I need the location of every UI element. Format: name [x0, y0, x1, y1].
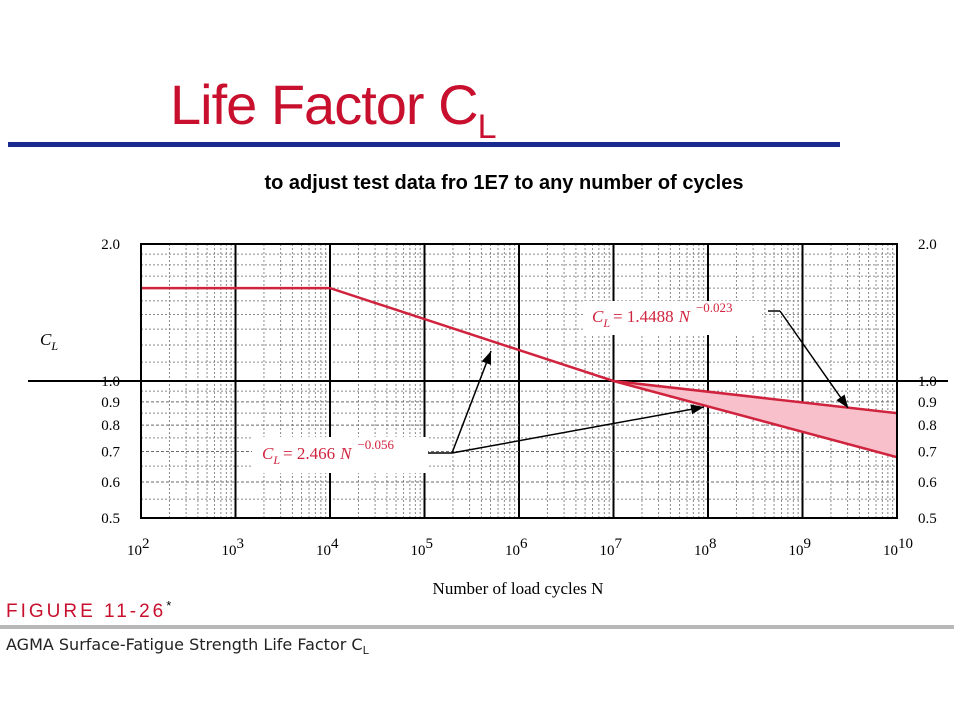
slide-subtitle: to adjust test data fro 1E7 to any numbe… — [264, 172, 744, 194]
x-tick-label: 103 — [222, 536, 245, 559]
x-tick-label: 104 — [316, 536, 339, 559]
y-tick-label: 0.5 — [918, 511, 937, 527]
figure-label-mark: * — [166, 598, 172, 613]
annotation-upper-box — [584, 301, 762, 335]
figure-label-text: FIGURE 11-26 — [6, 601, 167, 622]
slide-title-subscript: L — [477, 108, 497, 146]
y-tick-label: 0.9 — [918, 395, 937, 411]
y-tick-label: 0.9 — [101, 395, 120, 411]
annotation-upper: CL = 1.4488 N −0.023 — [584, 300, 762, 335]
y-tick-label: 0.8 — [101, 418, 120, 434]
life-factor-chart: 2.0 1.0 0.9 0.8 0.7 0.6 0.5 2.0 1.0 0.9 0.8 0.7 0.6… — [28, 237, 948, 598]
arrow-upper — [779, 310, 849, 409]
y-tick-label: 0.6 — [918, 475, 937, 491]
figure-caption-subscript: L — [362, 644, 369, 658]
y-tick-label: 1.0 — [918, 374, 937, 390]
x-tick-label: 106 — [505, 536, 528, 559]
x-tick-label: 109 — [789, 536, 812, 559]
y-tick-label: 2.0 — [101, 237, 120, 253]
arrow-lower-a — [451, 350, 492, 454]
x-tick-label: 108 — [694, 536, 717, 559]
arrow-upper-head — [836, 394, 848, 408]
y-tick-labels-right: 2.0 1.0 0.9 0.8 0.7 0.6 0.5 — [918, 237, 937, 527]
y-tick-label: 0.7 — [918, 444, 937, 460]
arrow-lower-b — [451, 406, 705, 454]
series-line-upper — [141, 286, 898, 415]
x-tick-label: 105 — [411, 536, 434, 559]
annotation-arrows — [428, 310, 849, 454]
annotation-lower-box — [252, 437, 428, 473]
y-tick-label: 0.5 — [101, 511, 120, 527]
figure-caption-text: AGMA Surface-Fatigue Strength Life Facto… — [6, 635, 363, 654]
annotation-lower: CL = 2.466 N −0.056 — [252, 437, 428, 473]
y-axis-label: CL — [40, 330, 58, 353]
y-tick-label: 0.8 — [918, 418, 937, 434]
slide-title: Life Factor CL — [170, 72, 497, 147]
x-tick-label: 102 — [127, 536, 150, 559]
x-tick-labels: 102 103 104 105 106 107 108 109 1010 — [127, 536, 913, 559]
x-tick-label: 107 — [600, 536, 623, 559]
arrow-lower-a-head — [481, 351, 492, 365]
x-axis-label: Number of load cycles N — [433, 579, 604, 598]
annotation-upper-formula: CL = 1.4488 N −0.023 — [592, 300, 733, 330]
plot-frame — [140, 243, 898, 519]
x-tick-label: 1010 — [883, 536, 913, 559]
arrow-lower-b-head — [690, 404, 704, 415]
annotation-lower-formula: CL = 2.466 N −0.056 — [262, 437, 395, 467]
figure-label: FIGURE 11-26* — [6, 598, 171, 623]
y-tick-label: 1.0 — [101, 374, 120, 390]
major-grid — [28, 243, 948, 519]
figure-caption: AGMA Surface-Fatigue Strength Life Facto… — [6, 635, 369, 657]
y-tick-label: 0.6 — [101, 475, 120, 491]
slide-title-text: Life Factor C — [170, 73, 479, 136]
y-tick-label: 2.0 — [918, 237, 937, 253]
y-tick-label: 0.7 — [101, 444, 120, 460]
series-line-lower — [613, 379, 898, 459]
y-tick-labels-left: 2.0 1.0 0.9 0.8 0.7 0.6 0.5 — [101, 237, 120, 527]
figure-rule — [0, 625, 954, 629]
title-underline — [8, 142, 840, 147]
